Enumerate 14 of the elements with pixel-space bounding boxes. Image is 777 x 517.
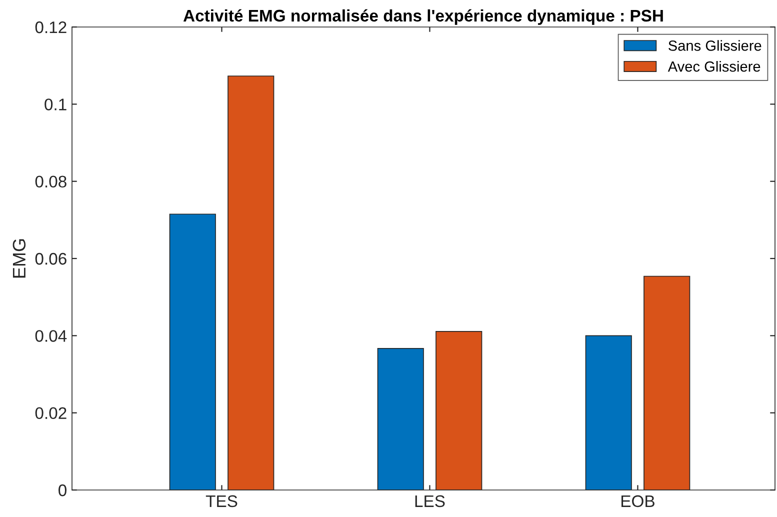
x-tick-label: EOB <box>621 495 654 508</box>
y-tick-label: 0.04 <box>35 330 67 342</box>
y-tick-label: 0 <box>58 484 66 496</box>
y-axis-title: EMG <box>12 239 26 278</box>
y-tick-label: 0.06 <box>35 252 66 265</box>
y-tick-label: 0.1 <box>44 98 66 110</box>
chart-title: Activité EMG normalisée dans l'expérience dynamique : PSH <box>183 9 663 25</box>
x-tick-label: LES <box>415 495 445 508</box>
legend-label: Avec Glissiere <box>668 61 760 72</box>
y-tick-label: 0.12 <box>35 21 66 34</box>
x-tick-label: TES <box>206 495 238 508</box>
y-tick-label: 0.08 <box>35 176 66 188</box>
y-tick-label: 0.02 <box>35 407 66 420</box>
legend-label: Sans Glissiere <box>668 40 762 51</box>
